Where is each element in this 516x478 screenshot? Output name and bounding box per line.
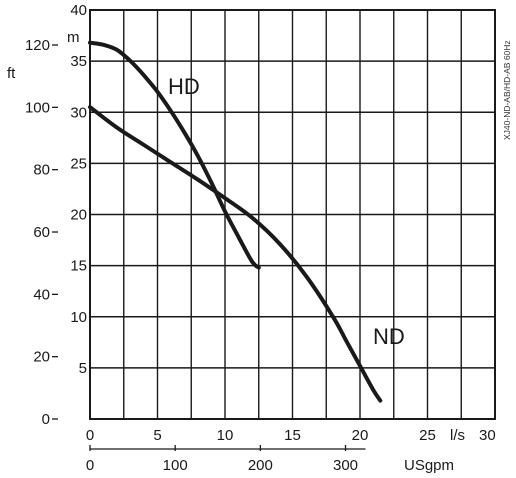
x-secondary-tick-label: 300 <box>333 457 358 474</box>
curve-layer <box>88 40 383 403</box>
x-primary-tick-label: 25 <box>419 427 436 444</box>
x-secondary-unit-label: USgpm <box>404 457 454 474</box>
y-secondary-tick-label: 0 <box>42 411 50 428</box>
y-primary-tick-label: 5 <box>79 360 87 377</box>
y-secondary-tick-label: 40 <box>33 286 50 303</box>
tick-layer: 5 10 15 20 25 30 35 40 0 20 40 60 80 100 120 0 5 10 15 20 25… <box>25 2 436 474</box>
y-primary-tick-label: 25 <box>70 155 87 172</box>
y-secondary-tick-label: 100 <box>25 99 50 116</box>
x-primary-tick-label: 10 <box>217 427 234 444</box>
x-secondary-tick-label: 100 <box>163 457 188 474</box>
x-primary-unit-label: l/s <box>450 427 465 444</box>
label-layer: m ft l/s 30 USgpm HD ND XJ40-ND-AB/HD-AB… <box>7 29 512 474</box>
y-primary-tick-label: 15 <box>70 258 87 275</box>
x-secondary-tick-label: 200 <box>248 457 273 474</box>
x-primary-tick-label: 20 <box>352 427 369 444</box>
x-primary-tick-label: 5 <box>153 427 161 444</box>
nd-curve-label: ND <box>373 324 405 349</box>
x-primary-tick-label: 15 <box>284 427 301 444</box>
hd-curve-label: HD <box>168 74 200 99</box>
y-primary-tick-label: 30 <box>70 104 87 121</box>
y-secondary-unit-label: ft <box>7 65 16 82</box>
y-primary-tick-label: 40 <box>70 2 87 19</box>
curve-hd <box>88 40 261 270</box>
y-secondary-tick-label: 120 <box>25 37 50 54</box>
plot-frame <box>89 9 496 420</box>
x-primary-tick-label: 0 <box>86 427 94 444</box>
grid-layer <box>90 10 495 419</box>
y-primary-tick-label: 35 <box>70 53 87 70</box>
x-secondary-tick-label: 0 <box>86 457 94 474</box>
y-secondary-tick-label: 20 <box>33 349 50 366</box>
curve-nd <box>88 105 383 403</box>
y-primary-tick-label: 10 <box>70 309 87 326</box>
x-primary-end-label: 30 <box>479 427 496 444</box>
model-side-note: XJ40-ND-AB/HD-AB 60Hz <box>502 40 512 140</box>
y-primary-tick-label: 20 <box>70 207 87 224</box>
y-primary-unit-label: m <box>67 29 80 46</box>
y-secondary-tick-label: 60 <box>33 224 50 241</box>
y-secondary-tick-label: 80 <box>33 162 50 179</box>
